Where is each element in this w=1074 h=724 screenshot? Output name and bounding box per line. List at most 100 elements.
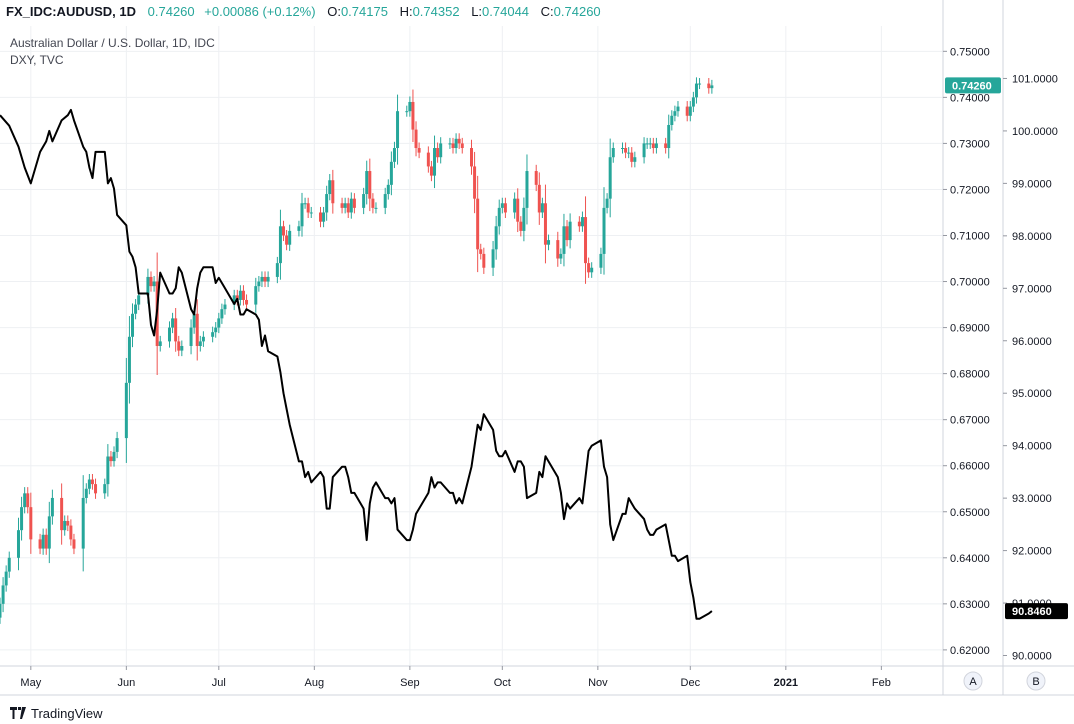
candle-body[interactable] (115, 438, 119, 452)
dxy-line[interactable] (0, 108, 713, 620)
candle-body[interactable] (137, 295, 141, 305)
candle-body[interactable] (651, 143, 655, 149)
candle-body[interactable] (408, 101, 412, 112)
candle-body[interactable] (605, 198, 609, 208)
candle-body[interactable] (309, 212, 313, 214)
candle-body[interactable] (500, 203, 504, 208)
candle-body[interactable] (174, 318, 178, 342)
candle-body[interactable] (568, 221, 572, 241)
candle-body[interactable] (44, 534, 48, 549)
candle-body[interactable] (124, 382, 128, 439)
candle-body[interactable] (429, 166, 433, 176)
candle-body[interactable] (673, 111, 677, 116)
candle-body[interactable] (611, 148, 615, 158)
axis-button-a[interactable] (963, 671, 983, 691)
candle-body[interactable] (325, 194, 329, 213)
candle-body[interactable] (322, 212, 326, 222)
candle-body[interactable] (676, 106, 680, 112)
candle-body[interactable] (238, 290, 242, 300)
candle-body[interactable] (318, 212, 322, 222)
candle-body[interactable] (503, 203, 507, 213)
candle-body[interactable] (411, 101, 415, 130)
candle-body[interactable] (698, 83, 702, 85)
candle-body[interactable] (20, 507, 24, 531)
candle-body[interactable] (494, 226, 498, 250)
candle-body[interactable] (275, 263, 279, 277)
candle-body[interactable] (584, 217, 588, 264)
candle-body[interactable] (587, 263, 591, 273)
candle-body[interactable] (491, 249, 495, 268)
tradingview-branding[interactable]: TradingView (10, 703, 103, 723)
candle-body[interactable] (266, 276, 270, 282)
candle-body[interactable] (645, 143, 649, 145)
candle-body[interactable] (368, 171, 372, 199)
candle-body[interactable] (60, 497, 64, 531)
candle-body[interactable] (525, 171, 529, 208)
candle-body[interactable] (534, 171, 538, 185)
candle-body[interactable] (460, 143, 464, 149)
candle-body[interactable] (263, 276, 267, 282)
candle-body[interactable] (654, 143, 658, 149)
candle-body[interactable] (69, 525, 73, 540)
candle-body[interactable] (278, 226, 282, 264)
candle-body[interactable] (72, 539, 76, 549)
candle-body[interactable] (134, 304, 138, 314)
candle-body[interactable] (180, 346, 184, 351)
candle-body[interactable] (66, 520, 70, 526)
candle-body[interactable] (23, 493, 27, 508)
candle-body[interactable] (198, 341, 202, 346)
candle-body[interactable] (285, 235, 289, 245)
candle-body[interactable] (664, 143, 668, 149)
candle-body[interactable] (537, 184, 541, 213)
candle-body[interactable] (288, 230, 292, 245)
candle-body[interactable] (84, 488, 88, 498)
candle-body[interactable] (580, 217, 584, 227)
candle-body[interactable] (470, 148, 473, 167)
candle-body[interactable] (87, 479, 91, 489)
candle-body[interactable] (386, 184, 390, 195)
candle-body[interactable] (257, 281, 261, 287)
candle-body[interactable] (448, 143, 452, 145)
candle-body[interactable] (562, 226, 566, 254)
candle-body[interactable] (235, 295, 239, 300)
candle-body[interactable] (556, 240, 560, 259)
candle-body[interactable] (383, 194, 387, 208)
candle-body[interactable] (177, 341, 181, 351)
symbol-label[interactable]: FX_IDC:AUDUSD, 1D (6, 4, 137, 19)
candle-body[interactable] (433, 148, 437, 176)
candle-body[interactable] (223, 304, 227, 310)
candle-body[interactable] (346, 203, 350, 213)
candle-body[interactable] (192, 313, 196, 328)
candle-body[interactable] (371, 198, 375, 208)
candle-body[interactable] (7, 557, 11, 572)
candle-body[interactable] (627, 152, 631, 154)
candle-body[interactable] (590, 267, 594, 273)
candle-body[interactable] (417, 148, 421, 153)
candle-body[interactable] (710, 85, 714, 89)
candle-body[interactable] (282, 226, 286, 236)
candle-body[interactable] (691, 97, 695, 107)
candle-body[interactable] (4, 571, 8, 586)
candle-body[interactable] (217, 318, 221, 328)
candle-body[interactable] (254, 286, 258, 305)
candle-body[interactable] (633, 157, 637, 162)
candle-body[interactable] (624, 148, 628, 153)
candle-body[interactable] (50, 497, 54, 517)
candle-body[interactable] (306, 203, 310, 213)
candle-body[interactable] (47, 516, 51, 549)
candle-body[interactable] (158, 341, 162, 346)
candle-body[interactable] (343, 203, 347, 208)
candle-body[interactable] (516, 198, 520, 222)
candle-body[interactable] (559, 253, 563, 259)
candle-body[interactable] (565, 226, 569, 241)
candle-body[interactable] (365, 171, 369, 195)
candle-body[interactable] (171, 318, 175, 328)
candle-body[interactable] (451, 143, 455, 149)
candle-body[interactable] (149, 276, 153, 287)
candle-body[interactable] (396, 111, 400, 149)
candle-body[interactable] (497, 207, 501, 227)
candle-body[interactable] (454, 138, 458, 149)
candle-body[interactable] (694, 83, 698, 98)
candle-body[interactable] (414, 129, 418, 149)
candle-body[interactable] (260, 276, 264, 282)
